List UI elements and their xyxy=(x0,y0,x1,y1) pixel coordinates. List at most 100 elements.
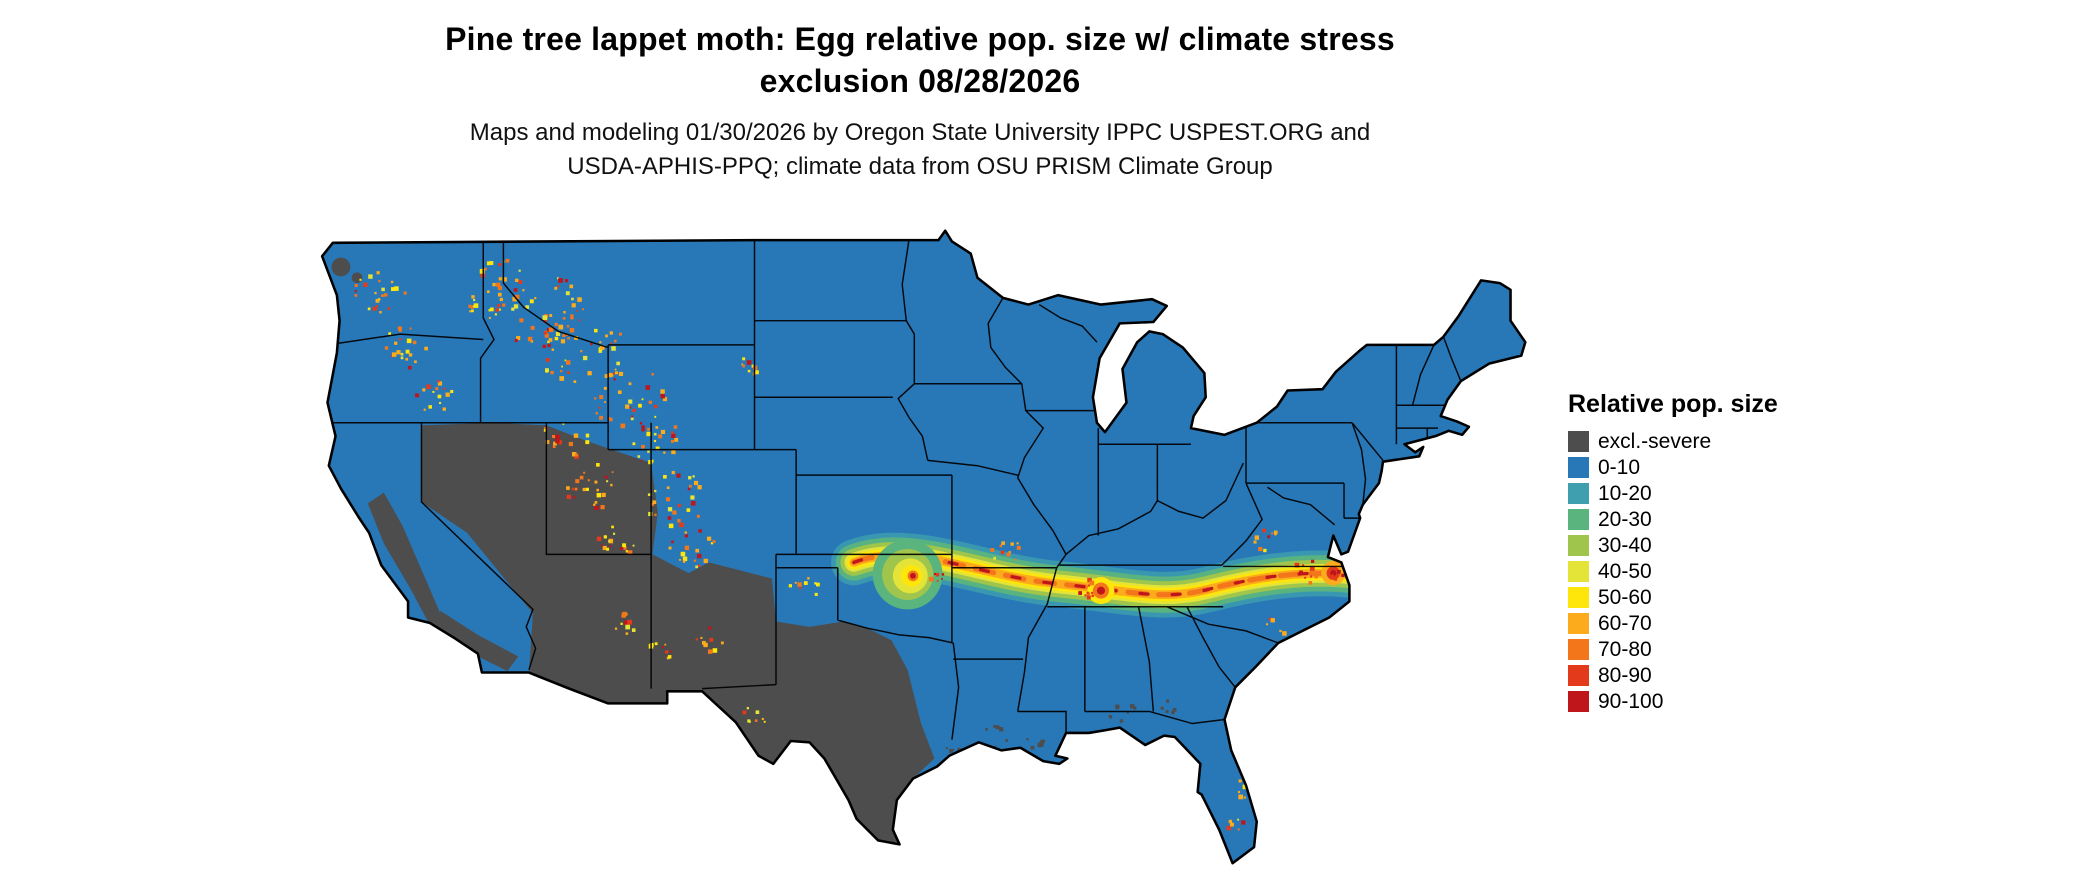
speckle-dot xyxy=(632,408,636,413)
speckle-dot xyxy=(1001,541,1005,545)
speckle-dot xyxy=(999,544,1003,548)
speckle-dot xyxy=(688,484,692,488)
speckle-dot xyxy=(428,405,432,409)
speckle-dot xyxy=(654,415,657,418)
speckle-dot xyxy=(487,261,491,266)
speckle-dot xyxy=(572,452,577,457)
legend-item: 50-60 xyxy=(1568,587,1808,608)
speckle-dot xyxy=(1279,629,1282,633)
speckle-dot xyxy=(596,463,600,467)
speckle-dot xyxy=(435,387,439,391)
speckle-dot xyxy=(710,542,714,545)
speckle-dot xyxy=(621,613,626,618)
speckle-dot xyxy=(422,388,426,392)
speckle-dot xyxy=(754,719,758,722)
speckle-dot xyxy=(1337,569,1341,574)
speckle-dot xyxy=(651,373,654,376)
speckle-dot xyxy=(1160,706,1164,710)
speckle-dot xyxy=(574,335,579,340)
speckle-dot xyxy=(384,346,389,350)
speckle-dot xyxy=(648,400,652,404)
speckle-dot xyxy=(564,279,569,283)
speckle-dot xyxy=(647,450,650,453)
speckle-dot xyxy=(1016,542,1019,545)
speckle-dot xyxy=(670,439,674,443)
legend-label: 60-70 xyxy=(1598,612,1652,635)
speckle-dot xyxy=(518,269,521,272)
speckle-dot xyxy=(660,389,665,394)
speckle-dot xyxy=(807,577,810,580)
speckle-dot xyxy=(1172,707,1177,712)
speckle-dot xyxy=(700,636,703,639)
speckle-dot xyxy=(614,627,618,630)
speckle-dot xyxy=(707,626,712,630)
speckle-dot xyxy=(1079,593,1082,595)
speckle-dot xyxy=(655,426,659,429)
speckle-dot xyxy=(641,425,645,429)
speckle-dot xyxy=(671,540,674,544)
speckle-dot xyxy=(655,446,660,451)
speckle-dot xyxy=(641,398,644,401)
speckle-dot xyxy=(651,503,654,506)
speckle-dot xyxy=(556,277,559,280)
speckle-dot xyxy=(545,358,550,362)
map-legend: Relative pop. size excl.-severe 0-10 10-20… xyxy=(1568,390,1808,717)
speckle-dot xyxy=(1026,738,1029,741)
speckle-dot xyxy=(423,408,426,411)
speckle-dot xyxy=(604,374,609,379)
population-hotspots xyxy=(872,539,1346,610)
speckle-dot xyxy=(437,394,442,399)
speckle-dot xyxy=(548,338,553,342)
speckle-dot xyxy=(376,271,380,275)
speckle-dot xyxy=(359,278,362,281)
speckle-dot xyxy=(488,316,491,319)
legend-swatch xyxy=(1568,457,1589,478)
speckle-dot xyxy=(1338,575,1341,577)
speckle-dot xyxy=(608,417,611,420)
speckle-dot xyxy=(408,353,413,357)
speckle-dot xyxy=(653,439,657,443)
speckle-dot xyxy=(559,376,565,381)
speckle-dot xyxy=(1294,562,1300,568)
speckle-dot xyxy=(637,455,641,458)
speckle-dot xyxy=(555,331,561,336)
speckle-dot xyxy=(660,429,666,435)
speckle-dot xyxy=(399,329,402,333)
speckle-dot xyxy=(550,370,554,375)
speckle-dot xyxy=(473,303,479,308)
speckle-dot xyxy=(542,315,548,321)
speckle-dot xyxy=(666,497,671,502)
speckle-dot xyxy=(552,434,556,439)
speckle-dot xyxy=(571,487,575,491)
legend-swatch xyxy=(1568,483,1589,504)
speckle-dot xyxy=(543,427,548,431)
speckle-dot xyxy=(560,339,566,344)
speckle-dot xyxy=(529,299,534,304)
speckle-dot xyxy=(629,406,632,409)
speckle-dot xyxy=(587,371,592,376)
speckle-dot xyxy=(673,425,678,429)
speckle-dot xyxy=(654,489,657,493)
speckle-dot xyxy=(693,559,696,562)
speckle-dot xyxy=(1171,710,1175,715)
speckle-dot xyxy=(498,262,502,267)
speckle-dot xyxy=(599,415,604,420)
speckle-dot xyxy=(648,511,653,517)
speckle-dot xyxy=(489,307,494,312)
speckle-dot xyxy=(562,317,566,320)
speckle-dot xyxy=(545,440,550,444)
legend-label: excl.-severe xyxy=(1598,430,1712,453)
speckle-dot xyxy=(609,417,613,422)
speckle-dot xyxy=(1087,584,1091,587)
legend-item: 90-100 xyxy=(1568,691,1808,712)
speckle-dot xyxy=(667,516,672,520)
speckle-dot xyxy=(567,337,570,340)
speckle-dot xyxy=(646,431,651,437)
speckle-dot xyxy=(554,336,559,341)
speckle-dot xyxy=(552,445,556,448)
speckle-dot xyxy=(652,500,657,505)
legend-label: 90-100 xyxy=(1598,690,1664,713)
speckle-dot xyxy=(473,298,476,302)
speckle-dot xyxy=(583,355,588,361)
speckle-dot xyxy=(693,480,699,486)
